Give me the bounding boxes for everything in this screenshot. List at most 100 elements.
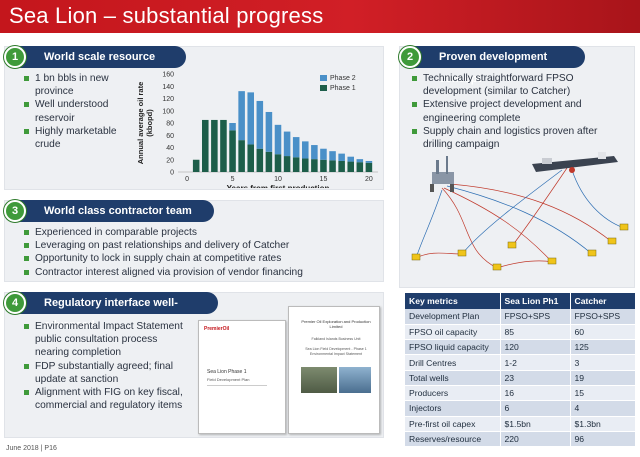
panel-3-title: World class contractor team [44,205,192,217]
bar-phase-1 [238,140,245,172]
bar-phase-1 [211,119,218,172]
y-tick-label: 120 [162,96,174,103]
y-axis-label: Annual average oil rate [136,82,145,165]
metric-name: Drill Centres [405,354,501,371]
metric-value: 96 [570,431,636,448]
bar-phase-2 [283,131,291,157]
metric-value: 1-2 [500,354,571,371]
bullet-item: 1 bn bbls in new province [24,72,134,98]
bar-phase-2 [347,156,354,162]
metric-name: Development Plan [405,309,501,325]
legend-label: Phase 2 [330,75,356,82]
bar-phase-2 [302,141,309,159]
table-row: Injectors 6 4 [405,400,636,417]
table-row: Reserves/resource 220 96 [405,431,636,448]
column-header: Catcher [570,293,636,309]
x-axis-label: Years from first production [227,184,330,188]
bullet-item: Highly marketable crude [24,125,134,151]
bar-phase-2 [238,91,245,141]
bar-phase-2 [265,111,273,152]
x-tick-label: 5 [231,176,235,183]
bar-phase-2 [229,123,236,131]
bar-phase-1 [247,144,254,172]
panel-4-header: Regulatory interface well-advanced [14,292,218,331]
metric-value: 6 [500,400,571,417]
bullet-item: Contractor interest aligned via provisio… [24,266,379,279]
bar-phase-2 [292,137,300,158]
legend-swatch [320,75,327,81]
panel-2-number-badge: 2 [399,46,421,68]
table-header-row: Key metrics Sea Lion Ph1 Catcher [405,293,636,309]
bar-phase-2 [311,145,318,160]
rig [430,156,454,192]
panel-4-title: Regulatory interface well-advanced [44,297,178,331]
panel-1-title: World scale resource [44,51,156,63]
subsea-manifolds [411,223,629,271]
metric-value: 3 [570,354,636,371]
metric-name: Reserves/resource [405,431,501,448]
table-row: Drill Centres 1-2 3 [405,354,636,371]
bar-phase-1 [283,156,291,172]
x-tick-label: 10 [274,176,282,183]
x-tick-label: 20 [365,176,373,183]
metric-value: 85 [500,324,571,341]
panel-4-bullets: Environmental Impact Statement public co… [24,320,192,412]
cover-photo-penguins [301,367,337,393]
bar-phase-1 [356,162,364,172]
column-header: Key metrics [405,293,501,309]
title-bar: Sea Lion – substantial progress [0,0,640,33]
document-title: Premier Oil Exploration and Production L… [301,319,371,329]
premier-oil-logo: PremierOil [204,326,230,332]
panel-2-bullets: Technically straightforward FPSO develop… [412,72,628,151]
y-tick-label: 40 [166,145,174,152]
bar-phase-1 [347,161,354,172]
page-title: Sea Lion – substantial progress [9,3,324,28]
bar-phase-2 [365,160,373,163]
bar-phase-2 [256,100,264,149]
bar-phase-1 [320,159,327,172]
metric-name: FPSO oil capacity [405,324,501,341]
metric-value: $1.3bn [570,416,636,432]
bar-phase-1 [292,157,300,172]
panel-3-bullets: Experienced in comparable projects Lever… [24,226,379,279]
metric-value: 15 [570,385,636,402]
bar-phase-1 [265,151,273,172]
fpso-vessel [532,152,618,173]
bar-phase-2 [320,148,327,160]
bullet-item: Opportunity to lock in supply chain at c… [24,252,379,265]
bar-phase-2 [329,151,336,161]
metric-value: 23 [500,370,571,386]
key-metrics-table: Key metrics Sea Lion Ph1 Catcher Develop… [405,293,636,448]
table-row: Pre-first oil capex $1.5bn $1.3bn [405,416,636,432]
bar-phase-1 [202,119,209,172]
bullet-item: Well understood reservoir [24,98,134,124]
eis-document-thumbnail: Premier Oil Exploration and Production L… [288,306,380,434]
bar-phase-1 [274,154,282,172]
bullet-item: Environmental Impact Statement public co… [24,320,192,360]
fdp-document-thumbnail: PremierOil Sea Lion Phase 1 Field Develo… [198,320,286,434]
table-row: FPSO liquid capacity 120 125 [405,339,636,356]
document-title: Sea Lion Phase 1 [207,369,247,375]
legend-label: Phase 1 [330,85,356,92]
table-row: Total wells 23 19 [405,370,636,386]
bullet-item: FDP substantially agreed; final update a… [24,360,192,386]
bar-phase-1 [220,119,227,172]
bar-phase-2 [356,159,364,163]
x-tick-label: 0 [185,176,189,183]
column-header: Sea Lion Ph1 [500,293,571,309]
y-tick-label: 160 [162,72,174,79]
bullet-item: Technically straightforward FPSO develop… [412,72,628,98]
metric-value: $1.5bn [500,416,571,432]
metric-value: 120 [500,339,571,356]
metric-name: Total wells [405,370,501,386]
panel-1-number-badge: 1 [4,46,26,68]
panel-2-header: Proven development concept [409,46,585,85]
table-row: FPSO oil capacity 85 60 [405,324,636,341]
table-row: Producers 16 15 [405,385,636,402]
document-subtitle: Field Development Plan [207,377,250,382]
metric-name: Injectors [405,400,501,417]
document-rule [207,385,267,386]
metric-value: 125 [570,339,636,356]
metric-value: 220 [500,431,571,448]
metric-value: 60 [570,324,636,341]
